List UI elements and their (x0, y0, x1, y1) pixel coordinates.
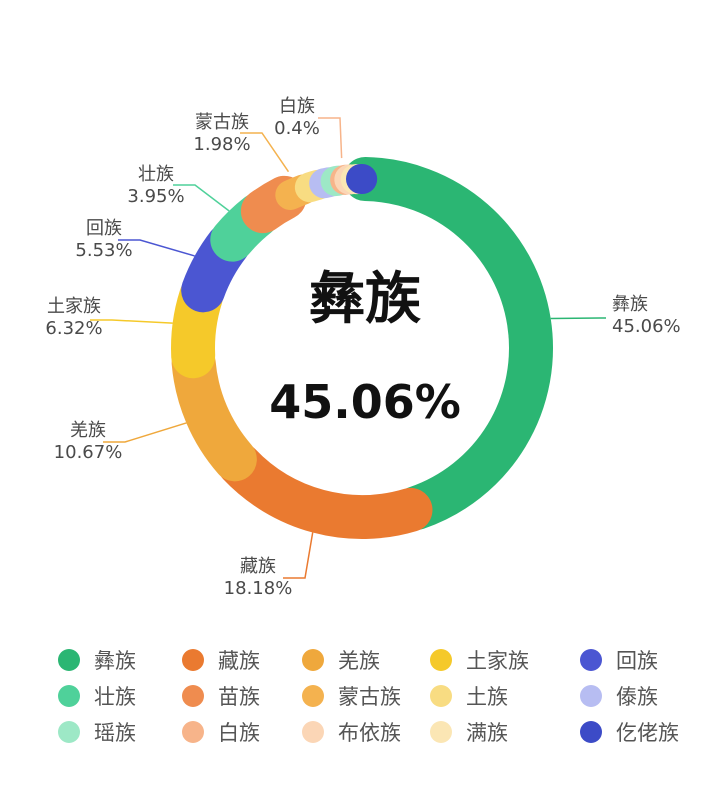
legend-label: 羌族 (338, 649, 380, 673)
legend-item[interactable]: 回族 (580, 642, 658, 678)
legend-item[interactable]: 壮族 (58, 678, 136, 714)
label-line-壮族 (173, 184, 230, 212)
legend-item[interactable]: 藏族 (182, 642, 260, 678)
slice-value-label: 45.06% (612, 316, 681, 337)
label-line-藏族 (283, 532, 314, 579)
legend-label: 傣族 (616, 685, 658, 709)
slice-name-label: 蒙古族 (195, 112, 249, 133)
legend-swatch (430, 649, 452, 671)
legend-item[interactable]: 瑶族 (58, 714, 136, 750)
label-line-羌族 (103, 422, 187, 443)
slice-藏族[interactable] (217, 442, 433, 539)
slice-value-label: 5.53% (75, 240, 132, 261)
legend-label: 土族 (466, 685, 508, 709)
legend-swatch (58, 721, 80, 743)
legend-item[interactable]: 布依族 (302, 714, 401, 750)
legend-label: 白族 (218, 721, 260, 745)
legend-swatch (302, 721, 324, 743)
label-line-彝族 (550, 317, 606, 320)
slice-value-label: 0.4% (274, 118, 320, 139)
slice-name-label: 羌族 (70, 420, 106, 441)
legend-item[interactable]: 土家族 (430, 642, 529, 678)
label-line-蒙古族 (240, 132, 290, 173)
center-value-label: 45.06% (269, 375, 461, 429)
legend-item[interactable]: 傣族 (580, 678, 658, 714)
legend-label: 瑶族 (94, 721, 136, 745)
legend-item[interactable]: 苗族 (182, 678, 260, 714)
legend-label: 藏族 (218, 649, 260, 673)
slice-name-label: 彝族 (612, 294, 648, 315)
legend-label: 彝族 (94, 649, 136, 673)
slice-name-label: 土家族 (47, 296, 101, 317)
legend-item[interactable]: 土族 (430, 678, 508, 714)
legend-label: 布依族 (338, 721, 401, 745)
legend-item[interactable]: 满族 (430, 714, 508, 750)
legend-label: 回族 (616, 649, 658, 673)
legend-item[interactable]: 仡佬族 (580, 714, 679, 750)
slice-value-label: 18.18% (224, 578, 293, 599)
slice-value-label: 6.32% (45, 318, 102, 339)
legend-swatch (182, 721, 204, 743)
legend-swatch (182, 649, 204, 671)
legend-item[interactable]: 羌族 (302, 642, 380, 678)
legend-label: 苗族 (218, 685, 260, 709)
legend-swatch (58, 685, 80, 707)
slice-name-label: 壮族 (138, 164, 174, 185)
donut-slices (171, 157, 553, 539)
slice-name-label: 回族 (86, 218, 122, 239)
legend-item[interactable]: 白族 (182, 714, 260, 750)
slice-彝族[interactable] (343, 157, 553, 530)
legend-swatch (302, 685, 324, 707)
slice-name-label: 白族 (279, 96, 315, 117)
legend-label: 仡佬族 (616, 721, 679, 745)
legend-swatch (430, 685, 452, 707)
center-name-label: 彝族 (309, 266, 421, 332)
slice-value-label: 1.98% (193, 134, 250, 155)
slice-value-label: 10.67% (54, 442, 123, 463)
legend-swatch (580, 685, 602, 707)
label-line-土家族 (90, 319, 173, 324)
legend-swatch (580, 721, 602, 743)
slice-value-label: 3.95% (127, 186, 184, 207)
legend-swatch (430, 721, 452, 743)
legend-label: 壮族 (94, 685, 136, 709)
label-line-回族 (118, 239, 195, 257)
legend-label: 土家族 (466, 649, 529, 673)
legend-swatch (182, 685, 204, 707)
slice-name-label: 藏族 (240, 556, 276, 577)
legend-item[interactable]: 彝族 (58, 642, 136, 678)
label-line-白族 (318, 117, 343, 159)
legend-label: 蒙古族 (338, 685, 401, 709)
legend-swatch (58, 649, 80, 671)
legend-label: 满族 (466, 721, 508, 745)
legend-item[interactable]: 蒙古族 (302, 678, 401, 714)
slice-labels: 彝族45.06%藏族18.18%羌族10.67%土家族6.32%回族5.53%壮… (45, 96, 680, 599)
legend-swatch (302, 649, 324, 671)
legend-swatch (580, 649, 602, 671)
